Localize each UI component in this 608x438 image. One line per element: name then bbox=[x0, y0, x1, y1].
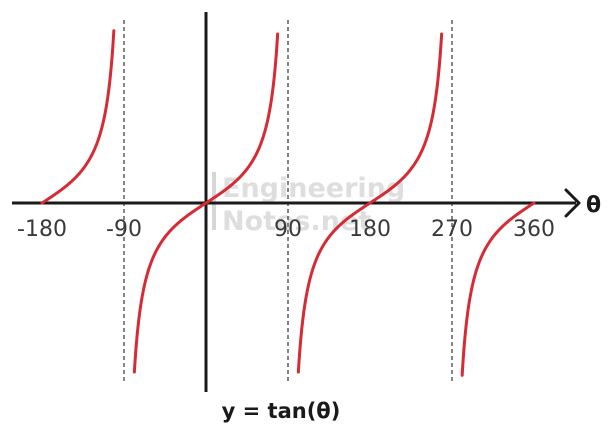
tan-branch-1 bbox=[40, 29, 116, 205]
x-tick-label: 360 bbox=[513, 217, 555, 242]
axes bbox=[12, 12, 581, 392]
chart-caption: y = tan(θ) bbox=[222, 399, 341, 423]
tan-branch-4 bbox=[460, 201, 536, 377]
x-tick-label: -180 bbox=[17, 217, 67, 242]
tan-curves bbox=[40, 29, 536, 377]
tan-branch-3 bbox=[296, 32, 444, 374]
x-tick-label: 90 bbox=[274, 217, 302, 242]
x-tick-label: 270 bbox=[431, 217, 473, 242]
x-axis-arrow-icon bbox=[564, 188, 581, 218]
x-axis-label: θ bbox=[586, 193, 601, 218]
x-tick-labels: -180 -90 90 180 270 360 bbox=[17, 217, 555, 242]
x-tick-label: 180 bbox=[349, 217, 391, 242]
watermark-bar bbox=[212, 172, 216, 230]
watermark-line-2: Notes.net bbox=[222, 206, 371, 237]
tan-branch-2 bbox=[132, 32, 280, 374]
x-tick-label: -90 bbox=[106, 217, 142, 242]
